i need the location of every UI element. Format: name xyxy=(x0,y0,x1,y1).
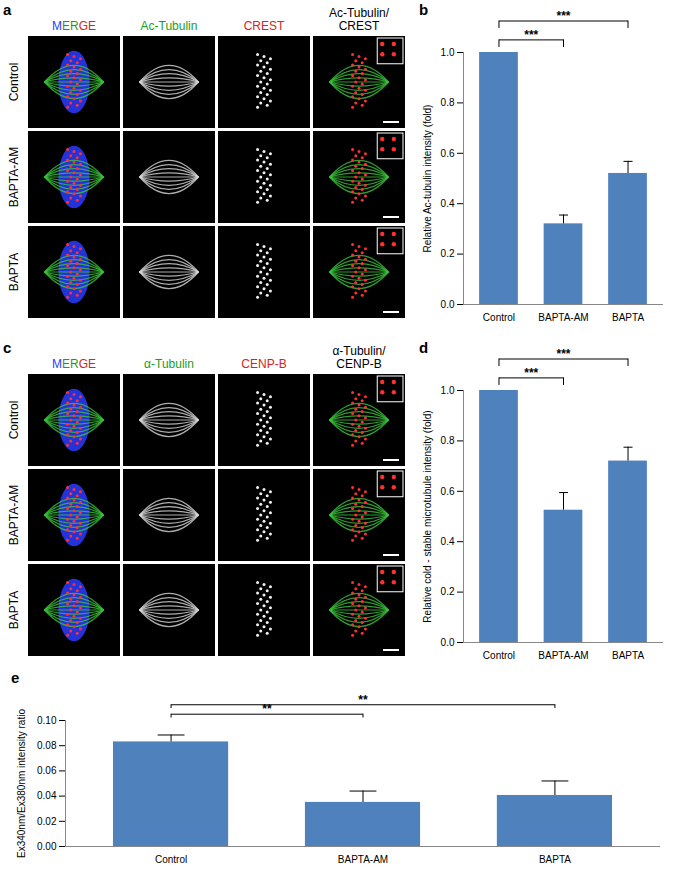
svg-text:α-Tubulin/: α-Tubulin/ xyxy=(332,344,386,358)
svg-text:***: *** xyxy=(556,347,570,361)
svg-text:Ac-Tubulin/: Ac-Tubulin/ xyxy=(329,6,390,20)
svg-text:0.00: 0.00 xyxy=(37,841,57,852)
html-text:e: e xyxy=(11,669,20,686)
svg-text:Ac-Tubulin: Ac-Tubulin xyxy=(141,19,198,33)
svg-text:1.0: 1.0 xyxy=(441,385,455,396)
svg-text:0.06: 0.06 xyxy=(37,765,57,776)
svg-text:BAPTA-AM: BAPTA-AM xyxy=(7,485,21,545)
svg-text:CENP-B: CENP-B xyxy=(241,357,286,371)
svg-text:0.02: 0.02 xyxy=(37,816,57,827)
svg-text:0.4: 0.4 xyxy=(441,536,455,547)
svg-text:0.6: 0.6 xyxy=(441,486,455,497)
svg-text:BAPTA-AM: BAPTA-AM xyxy=(338,854,388,865)
svg-text:MERGE: MERGE xyxy=(52,357,96,371)
svg-text:Control: Control xyxy=(7,63,21,102)
svg-text:1.0: 1.0 xyxy=(441,47,455,58)
svg-text:BAPTA-AM: BAPTA-AM xyxy=(538,312,588,323)
svg-text:0.8: 0.8 xyxy=(441,435,455,446)
svg-text:0.6: 0.6 xyxy=(441,148,455,159)
svg-text:0.8: 0.8 xyxy=(441,97,455,108)
svg-text:Control: Control xyxy=(483,650,515,661)
svg-text:CREST: CREST xyxy=(339,19,380,33)
svg-text:Relative cold - stable microtu: Relative cold - stable microtubule inten… xyxy=(422,410,433,622)
svg-text:**: ** xyxy=(262,702,272,716)
svg-text:Control: Control xyxy=(483,312,515,323)
svg-text:0.08: 0.08 xyxy=(37,740,57,751)
svg-text:0.4: 0.4 xyxy=(441,198,455,209)
svg-text:***: *** xyxy=(556,9,570,23)
svg-text:***: *** xyxy=(524,366,538,380)
html-text:a: a xyxy=(3,1,12,18)
svg-text:Control: Control xyxy=(7,401,21,440)
svg-text:Ex340nm/Ex380nm intensity rati: Ex340nm/Ex380nm intensity ratio xyxy=(16,709,27,858)
svg-text:BAPTA: BAPTA xyxy=(539,854,571,865)
svg-text:0.2: 0.2 xyxy=(441,248,455,259)
svg-text:BAPTA-AM: BAPTA-AM xyxy=(538,650,588,661)
svg-text:BAPTA: BAPTA xyxy=(7,253,21,291)
svg-text:BAPTA: BAPTA xyxy=(612,650,644,661)
svg-text:BAPTA: BAPTA xyxy=(612,312,644,323)
svg-text:BAPTA: BAPTA xyxy=(7,591,21,629)
html-text:c: c xyxy=(3,339,12,356)
svg-text:MERGE: MERGE xyxy=(52,19,96,33)
html-text:b: b xyxy=(419,1,429,18)
svg-text:α-Tubulin: α-Tubulin xyxy=(144,357,194,371)
svg-text:BAPTA-AM: BAPTA-AM xyxy=(7,147,21,207)
svg-text:***: *** xyxy=(524,28,538,42)
svg-text:CENP-B: CENP-B xyxy=(336,357,381,371)
svg-text:CREST: CREST xyxy=(244,19,285,33)
html-text:d: d xyxy=(419,339,429,356)
svg-text:0.04: 0.04 xyxy=(37,790,57,801)
svg-text:Relative Ac-tubulin intensity: Relative Ac-tubulin intensity (fold) xyxy=(422,105,433,253)
svg-text:0.10: 0.10 xyxy=(37,715,57,726)
svg-text:Control: Control xyxy=(155,854,187,865)
svg-text:0.0: 0.0 xyxy=(441,299,455,310)
svg-text:0.0: 0.0 xyxy=(441,637,455,648)
svg-text:0.2: 0.2 xyxy=(441,586,455,597)
svg-text:**: ** xyxy=(358,693,368,707)
